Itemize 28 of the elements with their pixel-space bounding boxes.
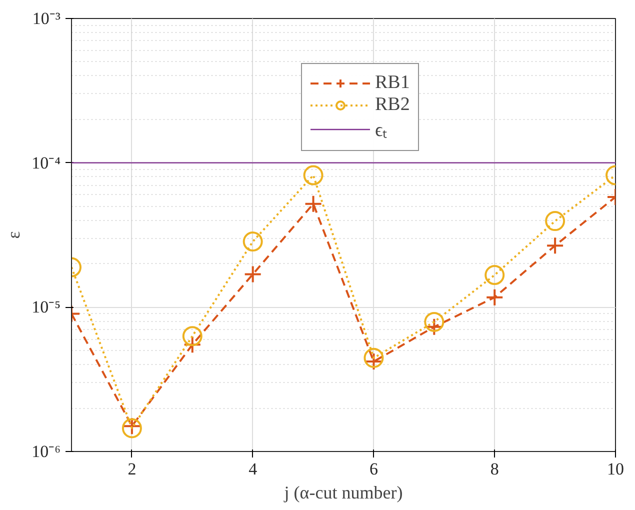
- legend-label: RB2: [375, 94, 410, 116]
- legend-label: RB1: [375, 72, 410, 94]
- y-tick-label: 10⁻⁴: [32, 153, 61, 172]
- point: [182, 326, 202, 346]
- x-tick-label: 4: [248, 460, 258, 478]
- y-axis-title: ε: [4, 230, 24, 239]
- x-tick-label: 8: [490, 460, 499, 478]
- y-tick-label: 10⁻⁵: [32, 298, 61, 317]
- point: [364, 348, 384, 368]
- point: [424, 312, 444, 332]
- point: [546, 236, 564, 255]
- point: [304, 194, 322, 213]
- point: [486, 288, 504, 306]
- legend-label: ϵₜ: [375, 119, 388, 142]
- x-tick-label: 10: [607, 460, 624, 478]
- point: [244, 265, 262, 284]
- point: [303, 165, 324, 186]
- y-tick-label: 10⁻³: [32, 9, 61, 28]
- x-tick-label: 6: [369, 460, 378, 478]
- x-tick-label: 2: [128, 460, 136, 478]
- y-tick-label: 10⁻⁶: [32, 442, 61, 461]
- point: [425, 318, 444, 336]
- point: [545, 211, 566, 232]
- point: [242, 232, 263, 252]
- x-axis-title: j (α-cut number): [283, 482, 403, 502]
- point: [364, 352, 383, 371]
- point: [484, 265, 505, 286]
- point: [183, 336, 202, 354]
